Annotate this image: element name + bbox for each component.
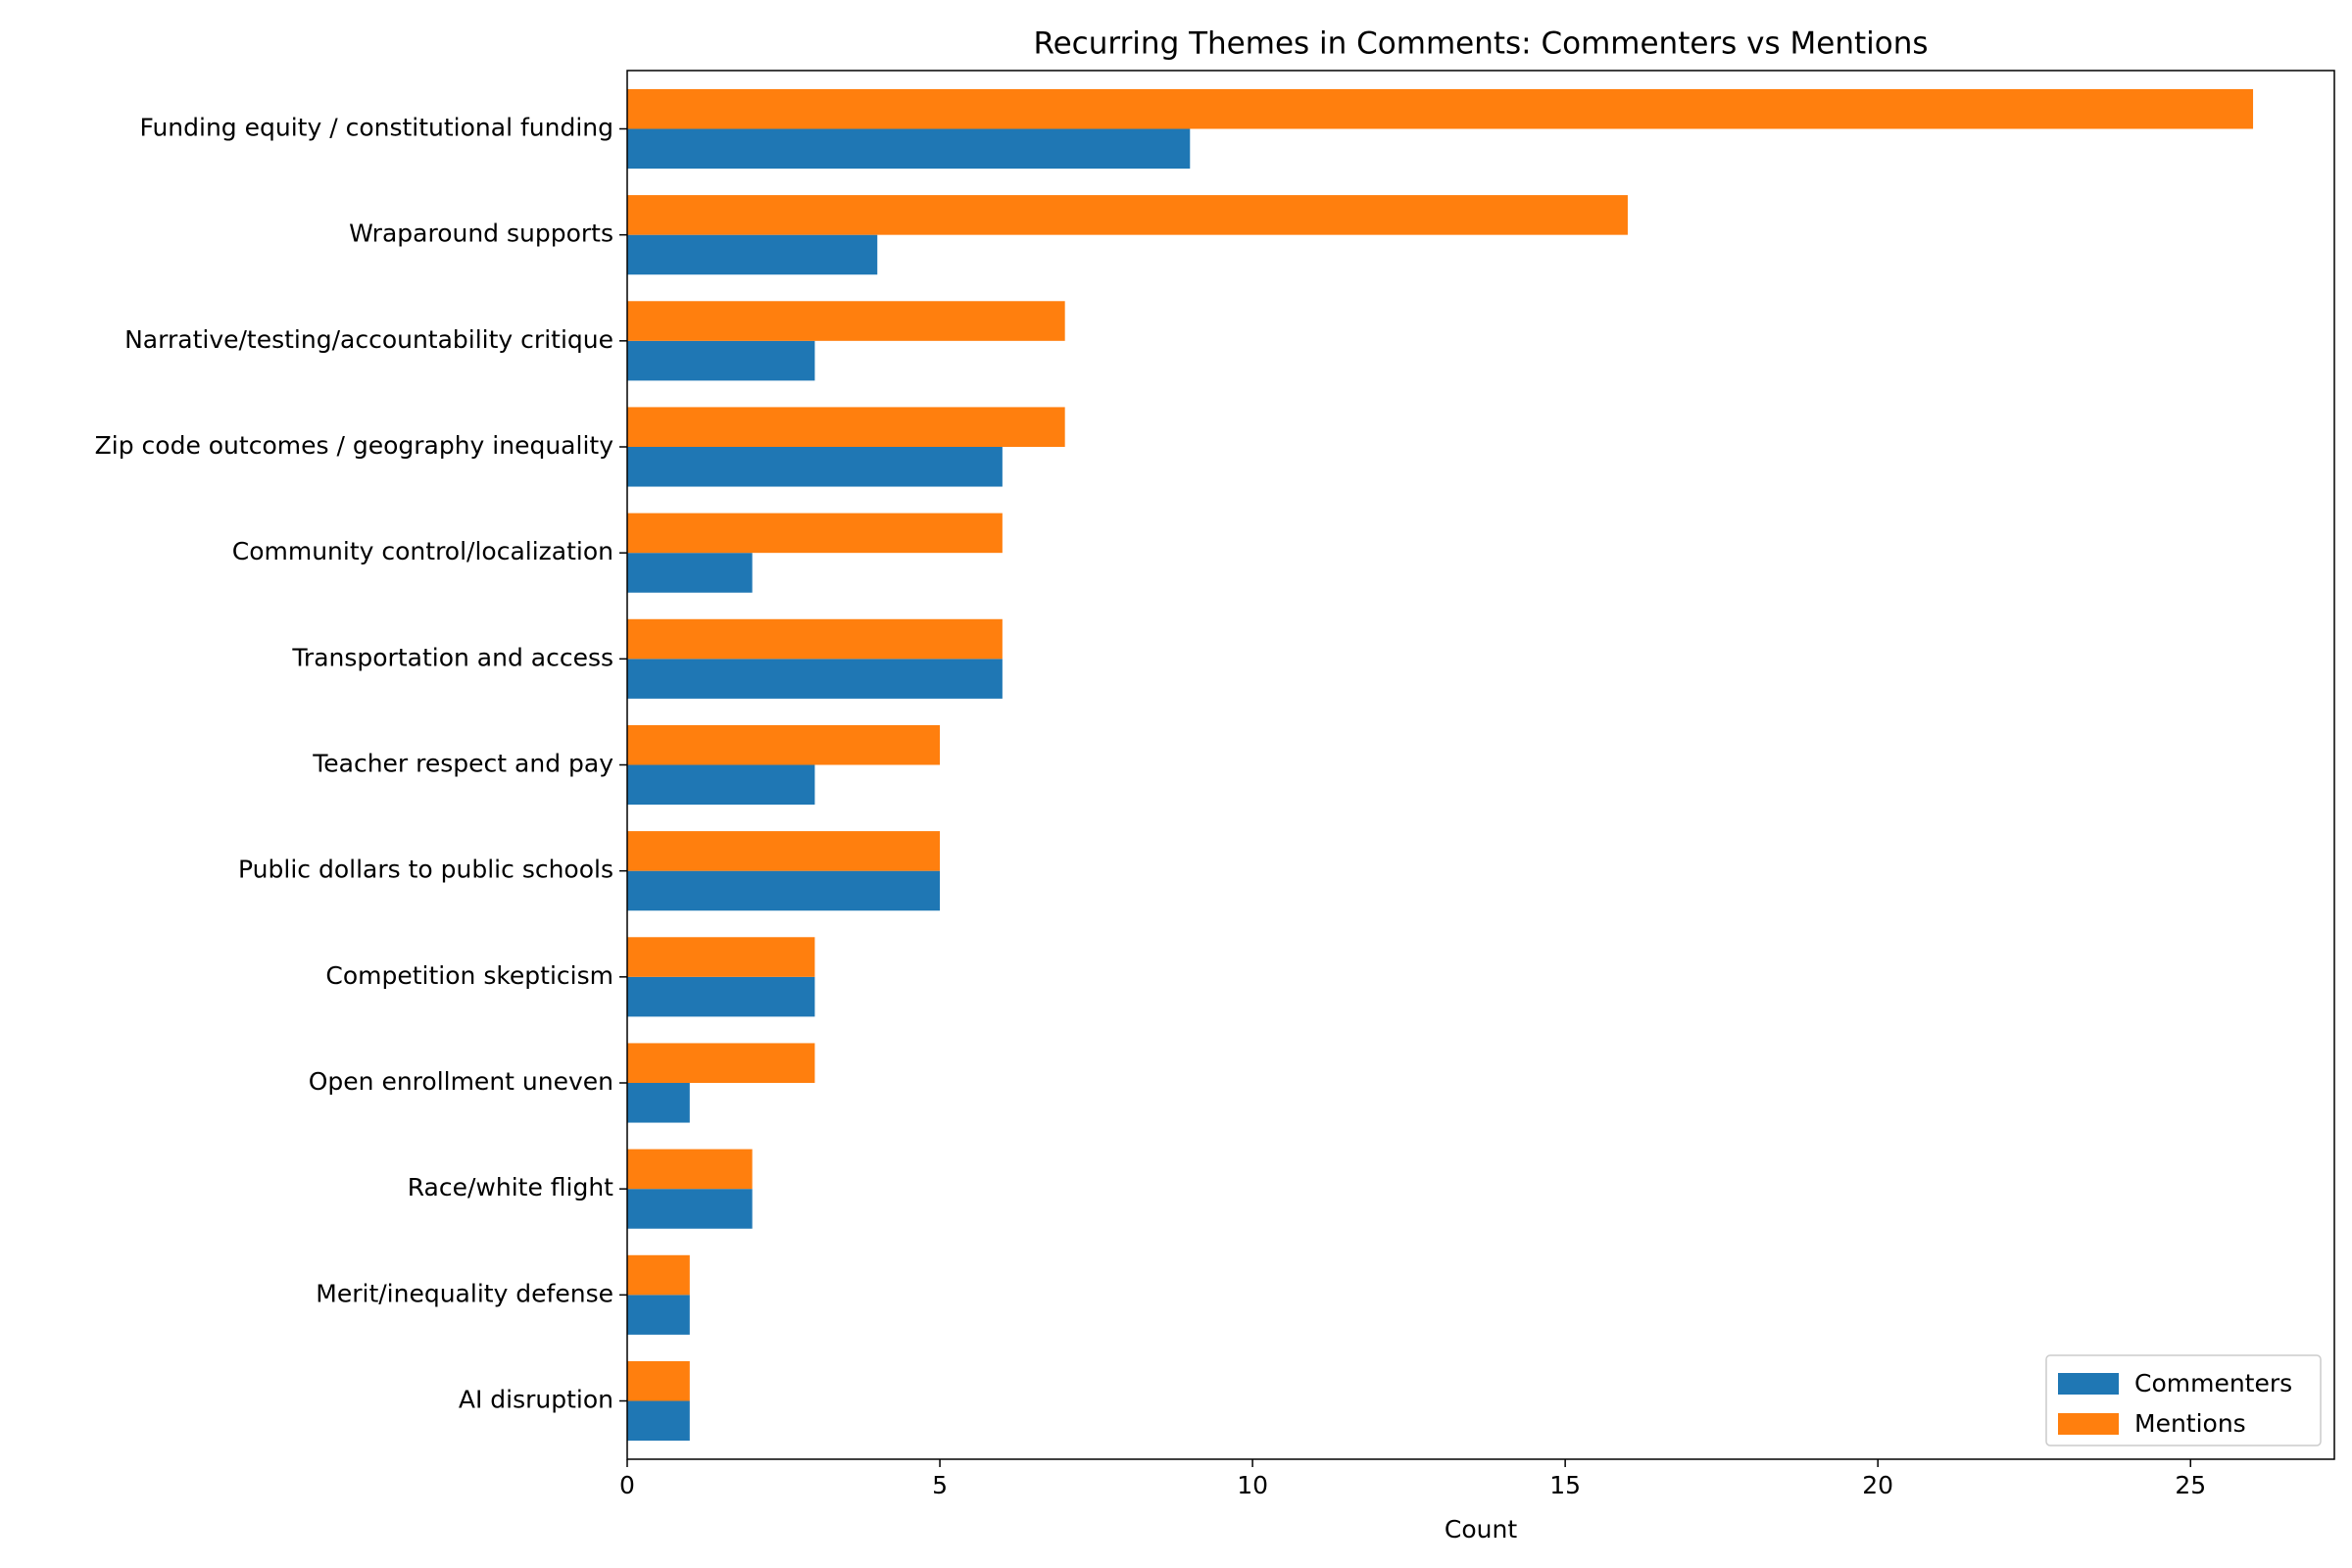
y-tick-label: Public dollars to public schools [238, 856, 613, 884]
bar [627, 513, 1003, 554]
bar [627, 659, 1003, 699]
bar [627, 1083, 690, 1123]
chart-title: Recurring Themes in Comments: Commenters… [1033, 26, 1928, 62]
legend-swatch [2058, 1373, 2119, 1395]
bar [627, 128, 1191, 170]
bar [627, 1254, 690, 1296]
x-tick-label: 20 [1862, 1471, 1893, 1499]
y-tick-label: Narrative/testing/accountability critiqu… [124, 325, 613, 354]
y-tick-label: Wraparound supports [349, 220, 613, 248]
bar [627, 234, 878, 275]
y-tick-label: Competition skepticism [325, 961, 613, 990]
bar [627, 446, 1003, 487]
bar [627, 1149, 753, 1190]
x-tick-label: 0 [619, 1471, 635, 1499]
y-tick-label: Funding equity / constitutional funding [139, 113, 613, 141]
y-tick-label: Teacher respect and pay [312, 750, 613, 778]
x-tick-label: 5 [932, 1471, 948, 1499]
bar [627, 870, 941, 911]
bar [627, 340, 815, 381]
y-tick-label: Merit/inequality defense [316, 1279, 613, 1307]
y-tick-label: AI disruption [459, 1386, 613, 1414]
bar [627, 1400, 690, 1442]
plot-frame [626, 70, 2335, 1460]
y-tick-label: Community control/localization [232, 537, 613, 565]
bar [627, 195, 1628, 235]
x-tick-label: 10 [1237, 1471, 1268, 1499]
legend-label: Mentions [2134, 1409, 2246, 1438]
y-tick-label: Open enrollment uneven [309, 1067, 613, 1096]
y-tick-label: Zip code outcomes / geography inequality [95, 431, 614, 460]
legend-label: Commenters [2134, 1369, 2292, 1397]
x-tick-label: 25 [2175, 1471, 2206, 1499]
bar [627, 831, 941, 871]
bar [627, 88, 2254, 129]
y-tick-label: Transportation and access [291, 643, 613, 671]
bar [627, 1360, 690, 1401]
legend-swatch [2058, 1413, 2119, 1435]
bar [627, 407, 1065, 447]
bar [627, 301, 1065, 341]
bar [627, 937, 815, 977]
bar [627, 976, 815, 1017]
bar [627, 724, 941, 765]
bar [627, 1295, 690, 1335]
bar [627, 764, 815, 806]
y-tick-label: Race/white flight [408, 1173, 613, 1201]
bar [627, 553, 753, 593]
bar [627, 618, 1003, 660]
bar [627, 1189, 753, 1229]
bar [627, 1043, 815, 1084]
x-axis-label: Count [1445, 1515, 1517, 1544]
x-tick-label: 15 [1549, 1471, 1581, 1499]
